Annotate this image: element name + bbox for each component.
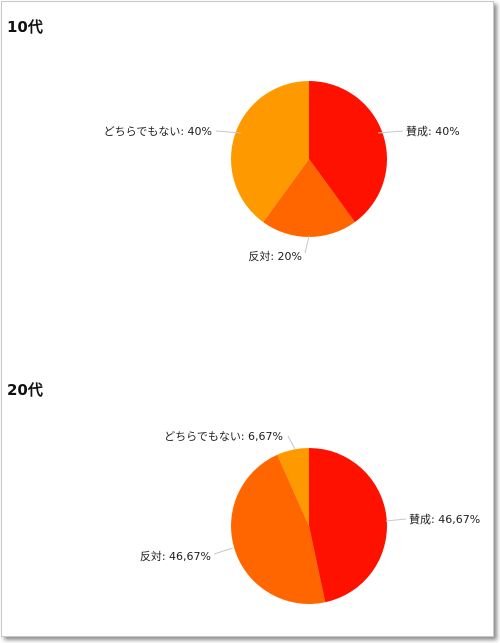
- pie-chart-10s: 賛成: 40% 反対: 20% どちらでもない: 40%: [104, 81, 460, 263]
- slice-label: 賛成: 40%: [406, 124, 460, 138]
- slice-label: 反対: 20%: [248, 249, 302, 263]
- slice-leader-line: [287, 435, 296, 450]
- pie-slice: [231, 81, 309, 223]
- slice-label: どちらでもない: 40%: [104, 125, 212, 138]
- slice-label: 反対: 46,67%: [140, 549, 211, 563]
- pie-slice: [309, 448, 387, 603]
- chart-title-10s: 10代: [7, 18, 43, 36]
- slice-leader-line: [377, 130, 404, 134]
- slice-label: 賛成: 46,67%: [409, 512, 480, 526]
- pie-slice: [231, 454, 326, 604]
- pie-slice: [309, 81, 387, 223]
- chart-title-20s: 20代: [7, 381, 43, 399]
- slice-leader-line: [213, 547, 234, 555]
- slice-leader-line: [385, 518, 407, 522]
- pie-chart-20s: 賛成: 46,67% 反対: 46,67% どちらでもない: 6,67%: [140, 430, 480, 604]
- slice-leader-line: [215, 130, 242, 134]
- pie-slice: [263, 159, 355, 237]
- pie-slice: [277, 448, 309, 526]
- slice-label: どちらでもない: 6,67%: [164, 430, 283, 443]
- slice-leader-line: [304, 235, 310, 254]
